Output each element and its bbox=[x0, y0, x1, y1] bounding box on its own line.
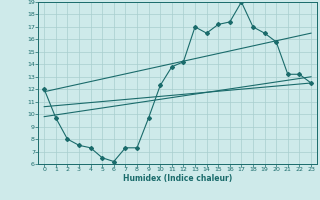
X-axis label: Humidex (Indice chaleur): Humidex (Indice chaleur) bbox=[123, 174, 232, 183]
